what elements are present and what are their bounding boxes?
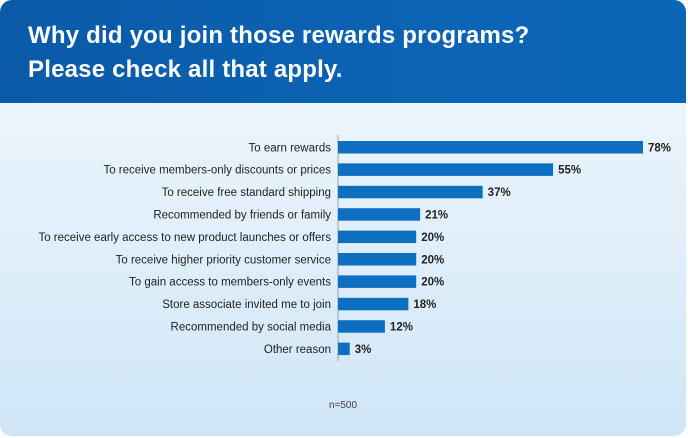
value-label-0: 78% (648, 142, 671, 154)
bar-3 (338, 208, 421, 221)
value-label-4: 20% (421, 232, 444, 244)
category-label-9: Other reason (264, 344, 331, 356)
chart-header: Why did you join those rewards programs?… (0, 0, 686, 103)
category-label-4: To receive early access to new product l… (38, 232, 331, 244)
bar-0 (338, 141, 643, 154)
chart-title-line-1: Why did you join those rewards programs? (28, 22, 530, 49)
bar-6 (338, 275, 417, 288)
value-label-1: 55% (558, 165, 581, 177)
category-label-1: To receive members-only discounts or pri… (103, 165, 331, 177)
value-label-7: 18% (413, 299, 436, 311)
value-label-9: 3% (355, 344, 372, 356)
bar-9 (338, 342, 350, 356)
category-label-7: Store associate invited me to join (162, 299, 331, 311)
bar-5 (338, 253, 417, 266)
value-label-6: 20% (421, 277, 444, 289)
category-label-2: To receive free standard shipping (162, 187, 331, 199)
bar-8 (338, 320, 385, 333)
category-label-0: To earn rewards (249, 142, 332, 154)
value-label-5: 20% (421, 254, 444, 266)
value-label-8: 12% (390, 321, 413, 333)
category-label-5: To receive higher priority customer serv… (116, 254, 331, 266)
category-label-8: Recommended by social media (171, 321, 332, 333)
bar-4 (338, 230, 417, 244)
value-label-2: 37% (488, 187, 511, 199)
value-label-3: 21% (425, 209, 448, 221)
bar-1 (338, 163, 554, 176)
sample-size-note: n=500 (328, 400, 358, 411)
category-label-6: To gain access to members-only events (129, 277, 331, 289)
chart-title-line-2: Please check all that apply. (28, 56, 343, 83)
bar-7 (338, 297, 409, 311)
bar-2 (338, 185, 483, 199)
category-label-3: Recommended by friends or family (153, 209, 331, 221)
